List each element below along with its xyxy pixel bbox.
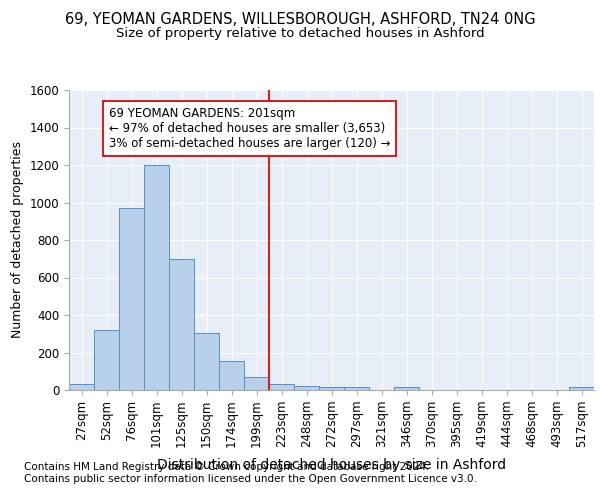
Bar [569, 387, 594, 390]
Bar [219, 361, 244, 390]
Text: Contains public sector information licensed under the Open Government Licence v3: Contains public sector information licen… [24, 474, 477, 484]
Text: Size of property relative to detached houses in Ashford: Size of property relative to detached ho… [116, 28, 484, 40]
Bar [69, 384, 94, 390]
Bar [194, 333, 219, 390]
Bar [94, 330, 119, 390]
Bar [394, 387, 419, 390]
Bar [269, 384, 294, 390]
Text: 69, YEOMAN GARDENS, WILLESBOROUGH, ASHFORD, TN24 0NG: 69, YEOMAN GARDENS, WILLESBOROUGH, ASHFO… [65, 12, 535, 28]
Text: 69 YEOMAN GARDENS: 201sqm
← 97% of detached houses are smaller (3,653)
3% of sem: 69 YEOMAN GARDENS: 201sqm ← 97% of detac… [109, 107, 391, 150]
Bar [244, 377, 269, 390]
X-axis label: Distribution of detached houses by size in Ashford: Distribution of detached houses by size … [157, 458, 506, 472]
Bar [169, 259, 194, 390]
Text: Contains HM Land Registry data © Crown copyright and database right 2024.: Contains HM Land Registry data © Crown c… [24, 462, 430, 472]
Y-axis label: Number of detached properties: Number of detached properties [11, 142, 24, 338]
Bar [119, 208, 144, 390]
Bar [344, 387, 369, 390]
Bar [294, 386, 319, 390]
Bar [144, 165, 169, 390]
Bar [319, 387, 344, 390]
